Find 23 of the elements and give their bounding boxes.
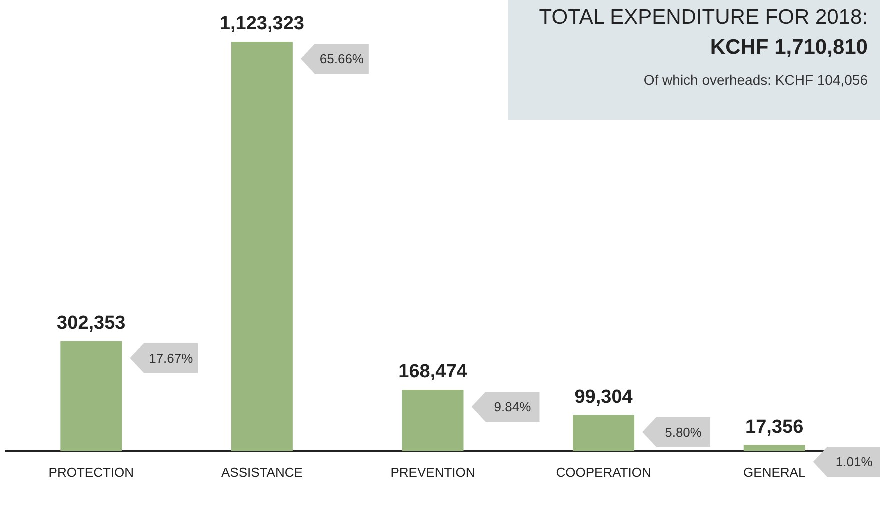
annotation: 65.66% <box>320 52 364 67</box>
annotation: 17.67% <box>149 350 194 366</box>
bar <box>573 415 635 452</box>
chart-title: TOTAL EXPENDITURE FOR 2018: <box>538 6 868 30</box>
annotation: 9.84% <box>494 400 532 415</box>
data-label: 1,123,323 <box>220 14 304 35</box>
x-tick-label: COOPERATION <box>556 464 652 480</box>
bar <box>402 390 464 452</box>
text: 1.01% <box>836 454 874 470</box>
chart-subtitle: KCHF 1,710,810 <box>709 36 868 60</box>
annotation: 5.80% <box>665 424 702 440</box>
data-label: 302,353 <box>57 312 126 334</box>
x-tick-label: GENERAL <box>744 464 806 480</box>
bar <box>744 445 806 452</box>
bar <box>60 341 122 452</box>
x-tick-label: ASSISTANCE <box>222 464 304 480</box>
annotation: Of which overheads: KCHF 104,056 <box>642 72 868 88</box>
x-tick-label: PROTECTION <box>48 464 134 480</box>
data-label: 17,356 <box>746 416 804 438</box>
data-label: 99,304 <box>574 386 634 408</box>
data-label: 168,474 <box>398 362 468 383</box>
x-tick-label: PREVENTION <box>390 464 476 480</box>
bar <box>231 42 293 452</box>
